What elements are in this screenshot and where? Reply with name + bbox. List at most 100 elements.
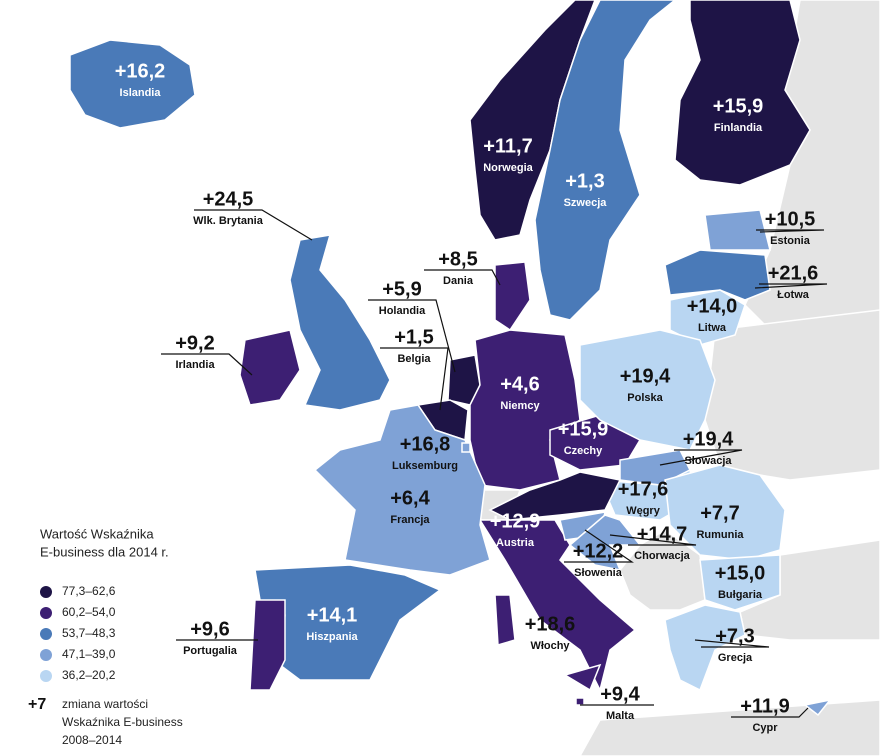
country-name: Luksemburg <box>392 460 458 472</box>
leader-line <box>694 639 770 648</box>
change-value: +12,9 <box>490 510 541 532</box>
country-name: Bułgaria <box>718 589 763 601</box>
change-value: +21,6 <box>768 262 819 284</box>
change-value: +16,8 <box>400 433 451 455</box>
change-value: +11,7 <box>483 135 533 157</box>
country-shape <box>249 599 286 691</box>
country-shape <box>534 0 677 321</box>
legend-swatch <box>40 628 52 640</box>
country-name: Wlk. Brytania <box>193 215 264 227</box>
change-value: +6,4 <box>390 487 430 509</box>
country-name: Rumunia <box>696 529 744 541</box>
country-shape <box>239 329 301 406</box>
country-shape <box>289 234 391 411</box>
country-shape <box>664 464 786 561</box>
country-shape <box>69 39 196 129</box>
change-value: +1,5 <box>394 326 433 348</box>
change-value: +10,5 <box>765 208 816 230</box>
country-name: Cypr <box>752 722 778 734</box>
legend-swatch <box>40 607 52 619</box>
country-name: Chorwacja <box>634 550 691 562</box>
country-name: Holandia <box>379 305 426 317</box>
legend-swatch <box>40 649 52 661</box>
ukraine <box>704 309 880 481</box>
country-shape <box>579 329 716 451</box>
note-symbol: +7 <box>28 696 46 713</box>
change-value: +8,5 <box>438 248 477 270</box>
legend-label: 47,1–39,0 <box>62 647 116 661</box>
labels: +16,2 Islandia +11,7 Norwegia +1,3 Szwecja +15… <box>115 60 828 734</box>
legend-label: 77,3–62,6 <box>62 584 116 598</box>
countries <box>69 0 832 717</box>
change-value: +19,4 <box>683 428 734 450</box>
change-value: +15,9 <box>713 95 764 117</box>
country-name: Węgry <box>626 505 661 517</box>
country-shape <box>563 663 602 692</box>
change-value: +14,7 <box>637 523 688 545</box>
country-shape <box>313 404 491 576</box>
country-shape <box>575 697 585 706</box>
country-shape <box>461 442 471 453</box>
country-name: Litwa <box>698 322 727 334</box>
change-value: +9,4 <box>600 683 640 705</box>
legend-swatch <box>40 586 52 598</box>
country-shape <box>488 471 622 521</box>
leader-line <box>609 534 697 546</box>
change-value: +14,0 <box>687 295 738 317</box>
change-value: +18,6 <box>525 613 576 635</box>
leader-line <box>564 529 634 563</box>
change-value: +19,4 <box>620 365 671 387</box>
country-name: Irlandia <box>175 359 215 371</box>
country-name: Finlandia <box>714 122 763 134</box>
country-name: Grecja <box>718 652 753 664</box>
legend-label: 36,2–20,2 <box>62 668 116 682</box>
leader-line <box>659 449 743 466</box>
country-shape <box>704 209 771 251</box>
leader-line <box>731 707 809 718</box>
leader-line <box>754 283 828 289</box>
note-text: 2008–2014 <box>62 733 122 747</box>
change-value: +5,9 <box>382 278 421 300</box>
country-name: Niemcy <box>500 400 540 412</box>
country-shape <box>494 594 516 646</box>
change-value: +16,2 <box>115 60 166 82</box>
africa <box>579 699 880 756</box>
country-name: Szwecja <box>564 197 608 209</box>
leader-line <box>194 209 313 241</box>
leader-line <box>161 353 253 376</box>
country-name: Belgia <box>397 353 431 365</box>
change-value: +14,1 <box>307 604 358 626</box>
change-value: +9,6 <box>190 618 229 640</box>
legend-title: Wartość Wskaźnika <box>40 526 154 541</box>
legend-label: 60,2–54,0 <box>62 605 116 619</box>
country-shape <box>699 554 781 611</box>
country-name: Dania <box>443 275 474 287</box>
country-shape <box>568 514 642 572</box>
change-value: +11,9 <box>740 695 790 717</box>
leader-line <box>380 347 449 411</box>
country-shape <box>478 519 637 693</box>
country-name: Malta <box>606 710 635 722</box>
leader-line <box>756 229 825 233</box>
change-value: +24,5 <box>203 188 254 210</box>
legend-swatch <box>40 670 52 682</box>
note-text: zmiana wartości <box>62 697 148 711</box>
change-value: +15,0 <box>715 562 766 584</box>
leader-line <box>424 269 501 286</box>
change-value: +1,3 <box>565 170 604 192</box>
country-name: Polska <box>627 392 663 404</box>
country-shape <box>803 698 832 717</box>
country-name: Słowacja <box>684 455 732 467</box>
country-name: Hiszpania <box>306 631 358 643</box>
country-name: Włochy <box>530 640 570 652</box>
legend-title: E-business dla 2014 r. <box>40 544 169 559</box>
country-name: Norwegia <box>483 162 533 174</box>
country-name: Czechy <box>564 445 603 457</box>
background-countries <box>468 0 880 756</box>
country-name: Estonia <box>770 235 811 247</box>
country-name: Islandia <box>120 87 162 99</box>
country-shape <box>494 261 531 332</box>
country-name: Łotwa <box>777 289 810 301</box>
country-name: Francja <box>390 514 430 526</box>
